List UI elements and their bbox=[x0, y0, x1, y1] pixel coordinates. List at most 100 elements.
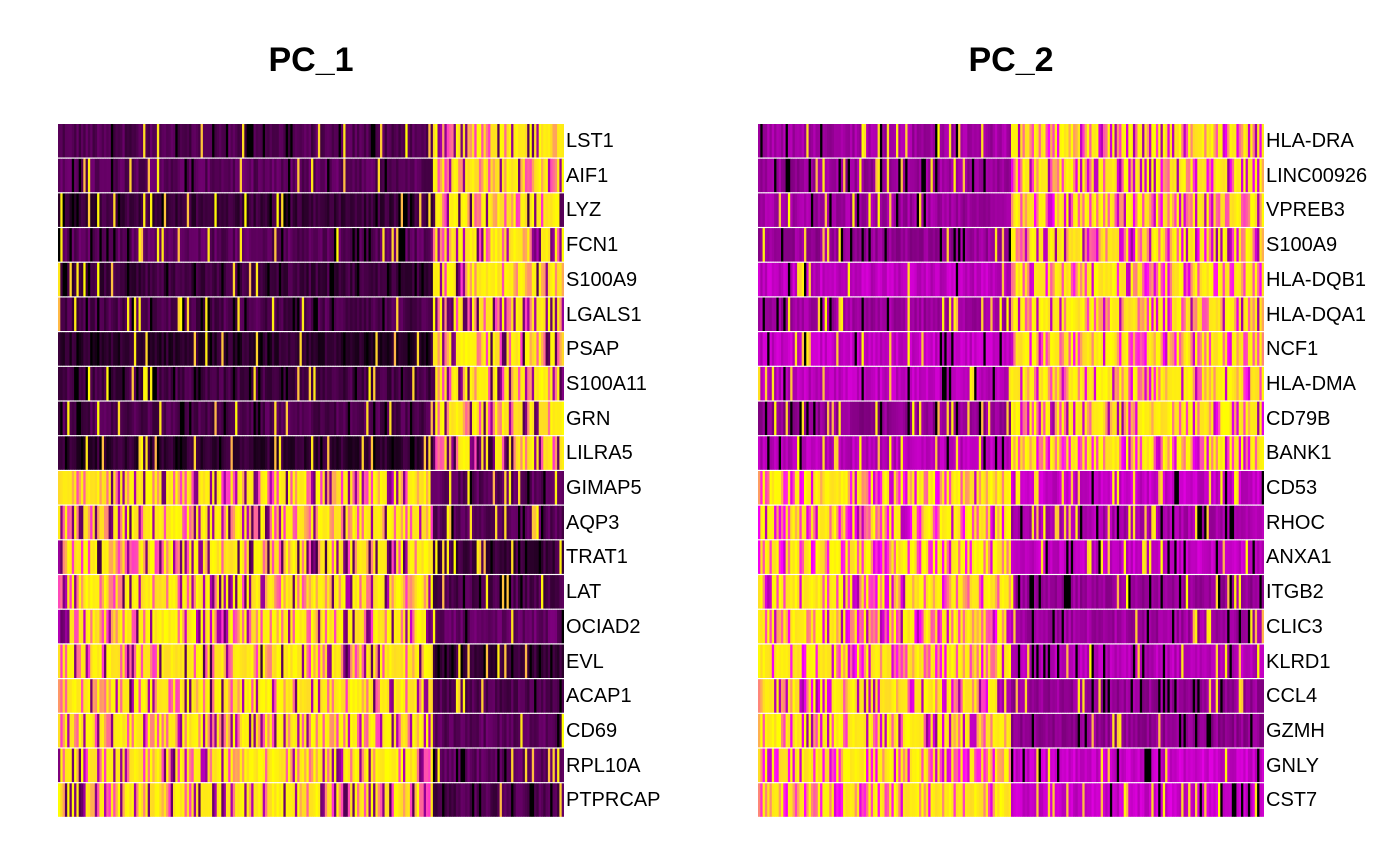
heatmap-cell bbox=[465, 228, 468, 262]
heatmap-cell bbox=[391, 748, 395, 783]
heatmap-cell bbox=[914, 193, 918, 227]
heatmap-cell bbox=[435, 366, 438, 401]
heatmap-cell bbox=[508, 332, 512, 366]
heatmap-cell bbox=[455, 748, 459, 783]
heatmap-cell bbox=[524, 609, 528, 644]
heatmap-cell bbox=[212, 158, 215, 193]
heatmap-cell bbox=[113, 713, 116, 748]
heatmap-cell bbox=[214, 193, 218, 227]
heatmap-cell bbox=[288, 471, 291, 505]
heatmap-cell bbox=[115, 713, 119, 748]
heatmap-cell bbox=[472, 262, 475, 297]
heatmap-cell bbox=[175, 297, 178, 331]
heatmap-cell bbox=[143, 644, 146, 678]
heatmap-cell bbox=[843, 193, 846, 227]
heatmap-cell bbox=[391, 609, 395, 644]
heatmap-cell bbox=[198, 262, 201, 297]
heatmap-cell bbox=[267, 679, 270, 713]
heatmap-cell bbox=[205, 471, 208, 505]
heatmap-cell bbox=[449, 575, 452, 609]
heatmap-cell bbox=[189, 436, 192, 470]
heatmap-cell bbox=[354, 158, 358, 193]
heatmap-cell bbox=[393, 505, 397, 540]
heatmap-cell bbox=[1123, 124, 1127, 158]
heatmap-cell bbox=[230, 124, 234, 158]
heatmap-cell bbox=[140, 297, 144, 331]
heatmap-cell bbox=[550, 713, 553, 748]
heatmap-cell bbox=[152, 332, 155, 366]
heatmap-cell bbox=[1165, 158, 1168, 193]
heatmap-cell bbox=[235, 366, 238, 401]
heatmap-cell bbox=[242, 332, 245, 366]
heatmap-cell bbox=[428, 297, 431, 331]
heatmap-cell bbox=[354, 436, 358, 470]
heatmap-cell bbox=[214, 124, 218, 158]
heatmap-cell bbox=[331, 297, 335, 331]
heatmap-cell bbox=[71, 401, 75, 436]
heatmap-cell bbox=[133, 783, 137, 817]
heatmap-cell bbox=[474, 262, 477, 297]
heatmap-cell bbox=[260, 193, 264, 227]
heatmap-cell bbox=[269, 679, 273, 713]
heatmap-cell bbox=[228, 748, 231, 783]
heatmap-cell bbox=[271, 366, 275, 401]
heatmap-cell bbox=[301, 471, 305, 505]
heatmap-cell bbox=[462, 644, 466, 678]
heatmap-cell bbox=[110, 158, 114, 193]
heatmap-cell bbox=[269, 609, 273, 644]
heatmap-cell bbox=[373, 366, 376, 401]
heatmap-cell bbox=[449, 748, 452, 783]
heatmap-cell bbox=[191, 505, 195, 540]
heatmap-cell bbox=[276, 575, 280, 609]
heatmap-cell bbox=[258, 436, 261, 470]
heatmap-cell bbox=[246, 783, 250, 817]
heatmap-cell bbox=[474, 783, 477, 817]
heatmap-cell bbox=[299, 575, 303, 609]
heatmap-cell bbox=[76, 644, 80, 678]
heatmap-cell bbox=[557, 575, 560, 609]
heatmap-cell bbox=[71, 366, 75, 401]
heatmap-cell bbox=[1107, 158, 1111, 193]
heatmap-cell bbox=[944, 158, 947, 193]
heatmap-cell bbox=[460, 575, 464, 609]
heatmap-cell bbox=[444, 436, 448, 470]
heatmap-cell bbox=[131, 505, 135, 540]
heatmap-cell bbox=[511, 297, 514, 331]
heatmap-cell bbox=[545, 228, 549, 262]
heatmap-cell bbox=[253, 401, 257, 436]
heatmap-cell bbox=[81, 436, 84, 470]
heatmap-cell bbox=[191, 713, 195, 748]
heatmap-cell bbox=[138, 158, 142, 193]
heatmap-cell bbox=[258, 332, 261, 366]
heatmap-cell bbox=[529, 748, 533, 783]
heatmap-cell bbox=[251, 471, 254, 505]
heatmap-cell bbox=[554, 158, 558, 193]
heatmap-cell bbox=[905, 193, 908, 227]
heatmap-cell bbox=[347, 644, 351, 678]
heatmap-cell bbox=[428, 609, 431, 644]
heatmap-cell bbox=[515, 436, 519, 470]
heatmap-cell bbox=[177, 679, 181, 713]
heatmap-cell bbox=[513, 297, 517, 331]
heatmap-cell bbox=[557, 679, 560, 713]
heatmap-cell bbox=[490, 679, 494, 713]
heatmap-cell bbox=[292, 262, 296, 297]
heatmap-cell bbox=[932, 158, 936, 193]
heatmap-cell bbox=[163, 436, 167, 470]
heatmap-cell bbox=[412, 471, 415, 505]
heatmap-cell bbox=[308, 679, 312, 713]
heatmap-cell bbox=[193, 297, 197, 331]
heatmap-cell bbox=[1176, 158, 1180, 193]
heatmap-cell bbox=[230, 471, 234, 505]
heatmap-cell bbox=[175, 505, 178, 540]
heatmap-cell bbox=[281, 471, 284, 505]
heatmap-cell bbox=[1135, 124, 1138, 158]
heatmap-cell bbox=[140, 679, 144, 713]
heatmap-cell bbox=[508, 366, 512, 401]
heatmap-cell bbox=[386, 401, 390, 436]
heatmap-cell bbox=[453, 193, 457, 227]
heatmap-cell bbox=[375, 228, 379, 262]
heatmap-cell bbox=[366, 401, 369, 436]
heatmap-cell bbox=[366, 124, 369, 158]
heatmap-cell bbox=[221, 783, 224, 817]
